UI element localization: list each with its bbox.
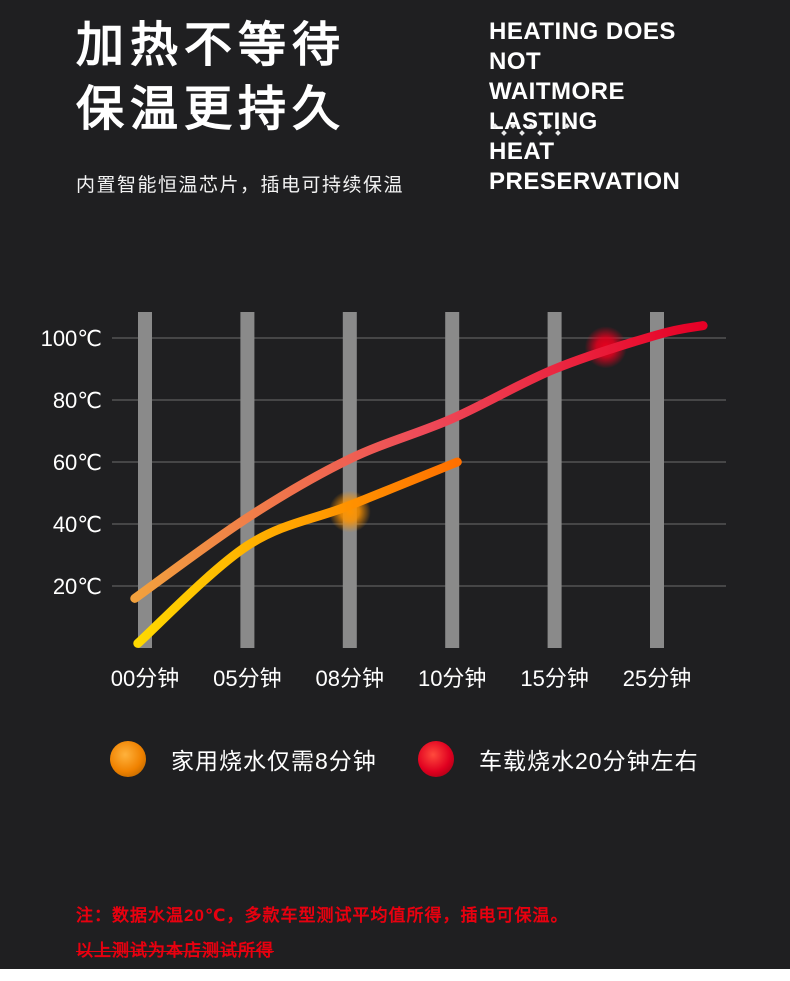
x-tick-label: 10分钟 — [418, 666, 486, 691]
page-title: 加热不等待 保温更持久 — [76, 14, 346, 142]
subtitle-en-line-2: WAITMORE LASTING — [489, 78, 625, 135]
subtitle-en-line-1: HEATING DOES NOT — [489, 18, 676, 75]
red-glow-dot-icon — [418, 741, 454, 777]
legend-item-car: 车载烧水20分钟左右 — [418, 740, 699, 778]
legend-label-home: 家用烧水仅需8分钟 — [171, 748, 377, 774]
grid-bar — [138, 312, 152, 648]
grid-bar — [547, 312, 562, 648]
subtitle-english: HEATING DOES NOT WAITMORE LASTING HEAT P… — [489, 17, 724, 197]
description-text: 内置智能恒温芯片，插电可持续保温 — [76, 175, 405, 196]
footnote: 注：数据水温20℃，多款车型测试平均值所得，插电可保温。 以上测试为本店测试所得 — [76, 898, 569, 968]
y-tick-label: 40℃ — [53, 512, 102, 537]
grid-bar — [342, 312, 357, 648]
x-tick-label: 00分钟 — [111, 666, 179, 691]
orange-glow-dot-icon — [110, 741, 146, 777]
y-tick-label: 80℃ — [53, 388, 102, 413]
x-tick-label: 08分钟 — [316, 666, 384, 691]
grid-bar — [650, 312, 664, 648]
title-line-1: 加热不等待 — [76, 19, 347, 72]
x-tick-label: 05分钟 — [213, 666, 281, 691]
y-tick-label: 100℃ — [41, 326, 102, 351]
series-line-0 — [130, 321, 708, 603]
footnote-line-2: 以上测试为本店测试所得 — [76, 941, 274, 960]
x-tick-label: 25分钟 — [623, 666, 691, 691]
series-line-1 — [133, 457, 462, 648]
y-tick-label: 20℃ — [53, 574, 102, 599]
y-tick-label: 60℃ — [53, 450, 102, 475]
legend-item-home: 家用烧水仅需8分钟 — [110, 740, 377, 778]
footnote-line-1: 注：数据水温20℃，多款车型测试平均值所得，插电可保温。 — [76, 906, 569, 925]
subtitle-en-line-3: HEAT PRESERVATION — [489, 138, 681, 195]
title-line-2: 保温更持久 — [76, 83, 347, 136]
bottom-strip — [0, 969, 790, 981]
legend-label-car: 车载烧水20分钟左右 — [479, 748, 699, 774]
x-tick-label: 15分钟 — [520, 666, 588, 691]
grid-bar — [445, 312, 460, 648]
grid-bar — [240, 312, 255, 648]
